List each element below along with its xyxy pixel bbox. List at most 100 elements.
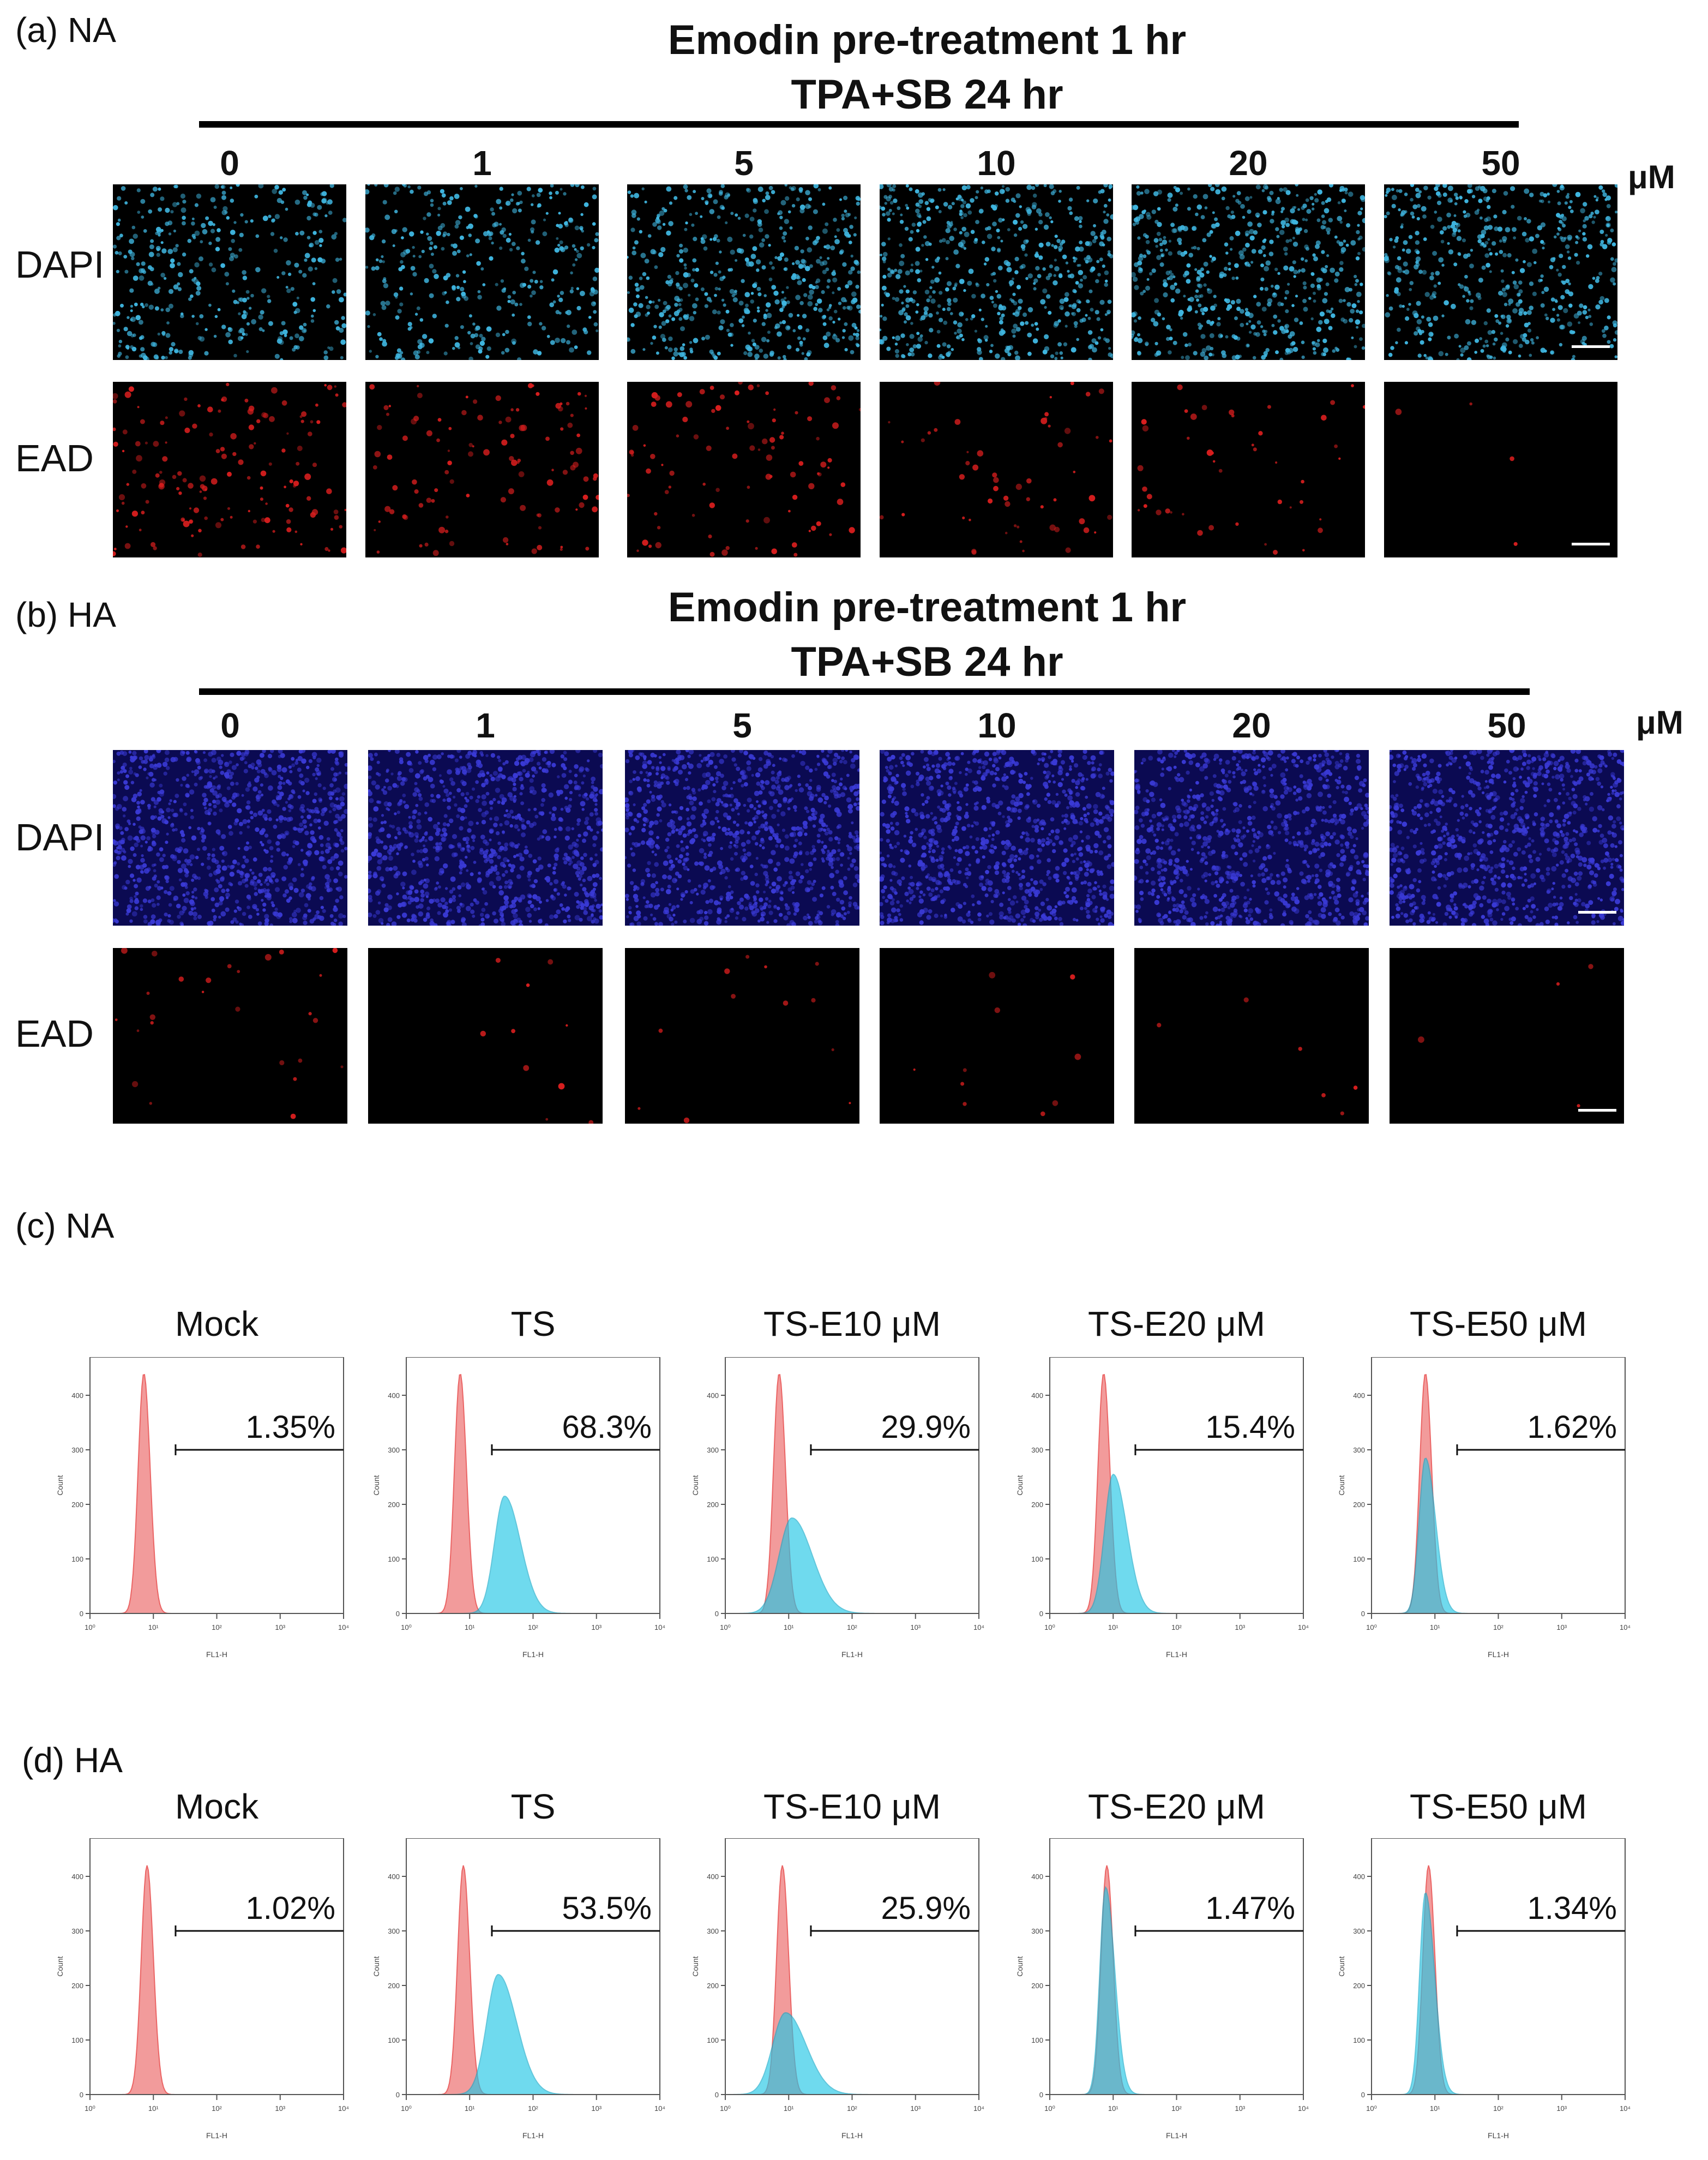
gate-percentage: 1.62% — [1527, 1409, 1617, 1445]
y-tick-label: 300 — [388, 1927, 400, 1935]
panel-b-dapi-50-scale-bar — [1578, 911, 1616, 914]
x-tick-label: 10⁴ — [338, 1623, 349, 1631]
x-tick-label: 10² — [528, 2104, 538, 2113]
panel-a-dapi-20-image — [1132, 184, 1365, 360]
panel-b-ead-50 — [1390, 948, 1624, 1124]
x-axis-label: FL1-H — [1166, 1650, 1187, 1659]
panel-b-dapi-20 — [1134, 750, 1369, 926]
panel-a-ead-20-image — [1137, 384, 1365, 555]
panel-a-ead-1 — [365, 382, 599, 557]
y-axis-label: Count — [1337, 1475, 1346, 1495]
panel-a-ead-50 — [1384, 382, 1617, 557]
panel-a-ead-5-image — [627, 382, 861, 557]
y-tick-label: 400 — [707, 1873, 719, 1881]
y-tick-label: 100 — [388, 2036, 400, 2044]
x-tick-label: 10¹ — [465, 1623, 475, 1631]
panel-a-concentration-1: 1 — [472, 143, 492, 183]
x-tick-label: 10³ — [1556, 1623, 1567, 1631]
panel-b-dapi-1-image — [368, 750, 603, 926]
panel-b-concentration-0: 0 — [220, 706, 240, 745]
panel-c-plot-frame-2 — [725, 1357, 979, 1614]
panel-b-dapi-50-image — [1390, 750, 1624, 926]
panel-a-label: (a) NA — [15, 10, 116, 50]
panel-b-ead-0-image — [115, 948, 344, 1119]
panel-b-concentration-5: 5 — [732, 706, 752, 745]
x-tick-label: 10⁴ — [1620, 2104, 1631, 2113]
x-tick-label: 10³ — [910, 2104, 921, 2113]
panel-a-ead-0 — [113, 382, 346, 557]
gate-percentage: 53.5% — [562, 1891, 652, 1926]
y-tick-label: 0 — [1039, 1610, 1043, 1618]
y-tick-label: 200 — [71, 1982, 83, 1990]
panel-d-flow-title-0: Mock — [175, 1787, 258, 1826]
panel-b-ead-5 — [625, 948, 859, 1124]
panel-a-concentration-0: 0 — [220, 143, 239, 183]
panel-d-treated-histogram-2 — [725, 2012, 979, 2095]
y-axis-label: Count — [56, 1475, 64, 1495]
x-tick-label: 10⁰ — [720, 2104, 731, 2113]
x-tick-label: 10³ — [1235, 1623, 1245, 1631]
panel-a-header-line1: Emodin pre-treatment 1 hr — [667, 17, 1187, 63]
x-axis-label: FL1-H — [522, 2131, 544, 2140]
y-tick-label: 300 — [1353, 1446, 1365, 1454]
y-tick-label: 400 — [71, 1391, 83, 1400]
gate-percentage: 25.9% — [881, 1891, 971, 1926]
panel-b-ead-50-image — [1418, 964, 1593, 1108]
y-tick-label: 100 — [1353, 2036, 1365, 2044]
x-tick-label: 10³ — [275, 2104, 285, 2113]
y-tick-label: 400 — [707, 1391, 719, 1400]
panel-b-dapi-50 — [1390, 750, 1624, 926]
y-axis-label: Count — [1015, 1956, 1024, 1976]
panel-b-bracket-line — [199, 688, 1530, 695]
y-tick-label: 0 — [80, 2091, 83, 2099]
panel-a-ead-label: EAD — [15, 437, 94, 479]
x-axis-label: FL1-H — [1488, 1650, 1509, 1659]
x-tick-label: 10⁰ — [1044, 2104, 1055, 2113]
x-tick-label: 10² — [1171, 1623, 1182, 1631]
panel-a-concentration-5: 5 — [734, 143, 754, 183]
panel-b-header-line1: Emodin pre-treatment 1 hr — [667, 584, 1187, 631]
panel-a-dapi-1-image — [365, 184, 599, 360]
panel-a-dapi-50 — [1384, 184, 1617, 360]
y-tick-label: 200 — [707, 1982, 719, 1990]
panel-c-flow-plot-1: 0 100 200 300 400 10⁰ 10¹ 10² 10³ 10⁴ FL1-H Count 68… — [372, 1357, 665, 1659]
y-tick-label: 400 — [1353, 1391, 1365, 1400]
panel-d-plot-frame-1 — [406, 1838, 660, 2095]
x-axis-label: FL1-H — [522, 1650, 544, 1659]
x-tick-label: 10³ — [591, 1623, 602, 1631]
x-tick-label: 10¹ — [148, 2104, 159, 2113]
x-tick-label: 10¹ — [1430, 2104, 1440, 2113]
panel-b-concentration-50: 50 — [1487, 706, 1526, 745]
y-tick-label: 300 — [71, 1927, 83, 1935]
panel-c-flow-plot-2: 0 100 200 300 400 10⁰ 10¹ 10² 10³ 10⁴ FL1-H Count 29… — [691, 1357, 984, 1659]
x-tick-label: 10² — [1493, 1623, 1503, 1631]
x-tick-label: 10³ — [1556, 2104, 1567, 2113]
panel-c-flow-plot-3: 0 100 200 300 400 10⁰ 10¹ 10² 10³ 10⁴ FL1-H Count 15… — [1015, 1357, 1309, 1659]
x-tick-label: 10¹ — [465, 2104, 475, 2113]
y-tick-label: 200 — [1353, 1501, 1365, 1509]
y-tick-label: 0 — [1361, 2091, 1365, 2099]
y-tick-label: 400 — [1353, 1873, 1365, 1881]
panel-b-header-line2: TPA+SB 24 hr — [791, 639, 1063, 685]
y-tick-label: 0 — [396, 2091, 400, 2099]
panel-b-dapi-20-image — [1134, 750, 1369, 926]
panel-b-ead-label: EAD — [15, 1012, 94, 1055]
x-tick-label: 10⁴ — [1298, 2104, 1309, 2113]
panel-a-ead-20 — [1132, 382, 1365, 557]
panel-c-flow-title-0: Mock — [175, 1304, 258, 1343]
y-tick-label: 300 — [707, 1446, 719, 1454]
panel-a-dapi-20 — [1132, 184, 1365, 360]
y-tick-label: 100 — [707, 2036, 719, 2044]
panel-a-dapi-label: DAPI — [15, 243, 105, 286]
y-tick-label: 100 — [1031, 2036, 1043, 2044]
x-tick-label: 10⁰ — [85, 2104, 95, 2113]
y-axis-label: Count — [372, 1956, 381, 1976]
panel-b-label: (b) HA — [15, 595, 116, 634]
panel-c-plot-frame-4 — [1371, 1357, 1626, 1614]
panel-d-treated-histogram-1 — [406, 1974, 660, 2095]
y-axis-label: Count — [691, 1475, 700, 1495]
y-tick-label: 100 — [1031, 1555, 1043, 1563]
x-tick-label: 10⁰ — [1366, 1623, 1377, 1631]
panel-d-flow-plot-2: 0 100 200 300 400 10⁰ 10¹ 10² 10³ 10⁴ FL1-H Count 25… — [691, 1838, 984, 2140]
panel-b-ead-5-image — [638, 955, 851, 1124]
